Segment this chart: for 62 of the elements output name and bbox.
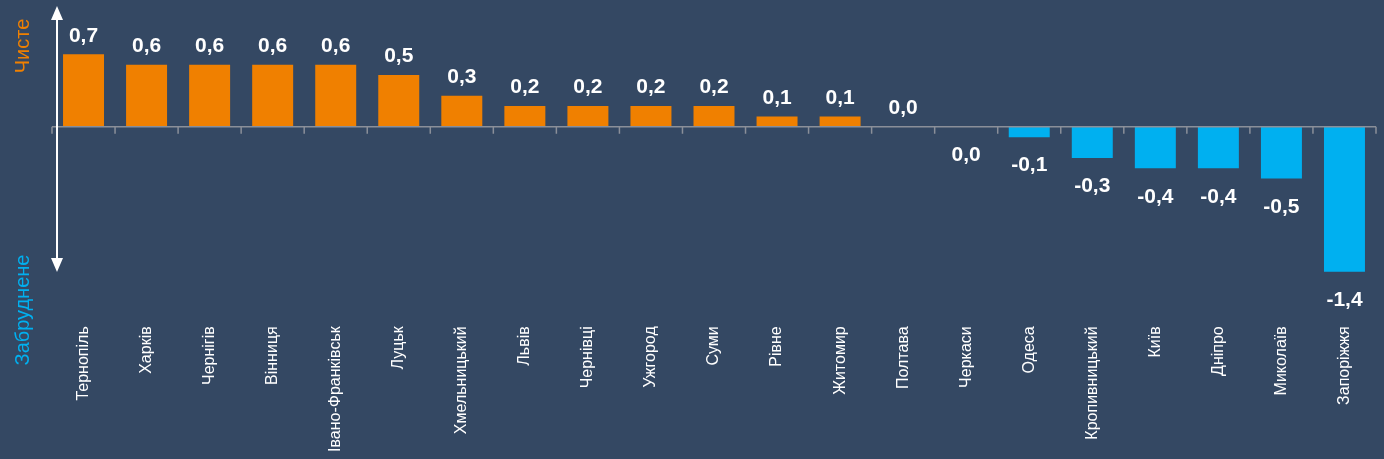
x-tick-label: Одеса bbox=[1019, 326, 1037, 374]
bar bbox=[315, 64, 357, 127]
data-label: 0,3 bbox=[447, 64, 477, 88]
x-tick-label: Чернівці bbox=[578, 326, 596, 389]
bar bbox=[567, 106, 609, 127]
x-tick-label: Київ bbox=[1145, 326, 1163, 358]
data-label: -0,5 bbox=[1263, 193, 1300, 217]
x-tick-label: Дніпро bbox=[1208, 326, 1226, 376]
x-tick-label: Чернігів bbox=[200, 326, 218, 386]
x-tick-label: Івано-Франківськ bbox=[326, 325, 344, 452]
x-tick-label: Хмельницький bbox=[452, 326, 470, 435]
data-label: -0,1 bbox=[1011, 152, 1048, 176]
data-label: 0,2 bbox=[510, 74, 540, 98]
data-label: 0,2 bbox=[699, 74, 729, 98]
data-label: -1,4 bbox=[1326, 287, 1363, 311]
bar bbox=[630, 106, 672, 127]
bar bbox=[1197, 126, 1239, 169]
data-label: 0,2 bbox=[636, 74, 666, 98]
x-tick-label: Рівне bbox=[767, 326, 785, 367]
data-label: -0,3 bbox=[1074, 173, 1111, 197]
bar bbox=[1071, 126, 1113, 158]
x-tick-label: Харків bbox=[136, 326, 154, 374]
text: Чисте bbox=[10, 18, 34, 74]
x-tick-label: Миколаїв bbox=[1271, 326, 1289, 396]
bar bbox=[1260, 126, 1302, 179]
data-label: 0,5 bbox=[384, 43, 414, 67]
data-label: 0,6 bbox=[258, 33, 288, 57]
data-label: 0,0 bbox=[888, 95, 918, 119]
x-tick-label: Полтава bbox=[893, 326, 911, 389]
bar bbox=[252, 64, 294, 127]
bar bbox=[756, 116, 798, 127]
x-tick-label: Житомир bbox=[830, 326, 848, 395]
data-label: 0,1 bbox=[762, 84, 792, 108]
text: Забруднене bbox=[10, 254, 34, 366]
bar bbox=[189, 64, 231, 127]
data-label: 0,6 bbox=[321, 33, 351, 57]
x-tick-label: Черкаси bbox=[956, 326, 974, 388]
bar bbox=[126, 64, 168, 127]
x-tick-label: Вінниця bbox=[263, 326, 281, 385]
x-tick-label: Тернопіль bbox=[73, 326, 91, 401]
x-tick-label: Запоріжжя bbox=[1334, 326, 1352, 405]
data-label: -0,4 bbox=[1137, 183, 1174, 207]
bar bbox=[819, 116, 861, 127]
data-label: -0,4 bbox=[1200, 183, 1237, 207]
data-label: 0,6 bbox=[131, 33, 162, 57]
bar bbox=[1323, 126, 1365, 272]
x-tick-label: Суми bbox=[704, 326, 722, 366]
bar bbox=[63, 54, 105, 127]
data-label: 0,2 bbox=[573, 74, 603, 98]
bar bbox=[504, 106, 546, 127]
data-label: 0,1 bbox=[825, 84, 856, 108]
data-label: 0,0 bbox=[951, 142, 981, 166]
x-tick-label: Луцьк bbox=[389, 325, 407, 370]
bar bbox=[378, 75, 420, 127]
x-tick-label: Львів bbox=[515, 326, 533, 366]
data-label: 0,7 bbox=[68, 22, 99, 46]
x-tick-label: Ужгород bbox=[641, 325, 659, 388]
x-tick-label: Кропивницький bbox=[1082, 326, 1100, 440]
bar bbox=[441, 95, 483, 127]
bar bbox=[1134, 126, 1176, 169]
data-label: 0,6 bbox=[195, 33, 225, 57]
bar bbox=[693, 106, 735, 127]
